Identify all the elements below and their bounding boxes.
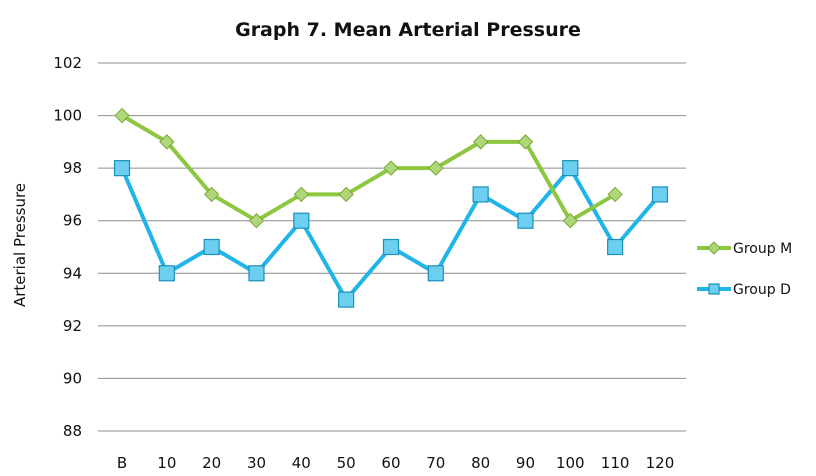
x-tick-label: 70: [426, 454, 445, 472]
data-point: [607, 238, 624, 256]
legend-item: Group M: [697, 241, 792, 257]
y-tick-label: 102: [53, 54, 82, 72]
x-tick-label: 50: [337, 454, 356, 472]
data-point: [113, 160, 131, 177]
x-tick-label: 110: [601, 454, 630, 472]
x-tick-label: 60: [381, 454, 400, 472]
data-point: [293, 212, 310, 229]
x-tick-label: 90: [516, 454, 535, 472]
data-point: [607, 186, 623, 203]
legend-item: Group D: [697, 282, 791, 298]
data-point: [562, 160, 579, 177]
x-tick-label: 100: [556, 454, 585, 472]
series-line: [120, 113, 618, 223]
data-point: [114, 107, 130, 124]
data-point: [203, 186, 220, 203]
x-tick-label: B: [117, 454, 127, 472]
y-tick-label: 96: [63, 212, 82, 230]
data-point: [517, 212, 534, 229]
legend-marker: [708, 283, 720, 295]
legend-marker: [707, 241, 721, 255]
x-tick-label: 20: [202, 454, 221, 472]
data-point: [382, 238, 400, 256]
series-line: [120, 166, 662, 302]
y-tick-label: 94: [63, 264, 82, 282]
legend-label: Group M: [733, 241, 792, 257]
x-axis-ticks: B 10 20 30 40 50 60 70 80 90 100 110 120: [117, 454, 674, 472]
series-layer: [113, 107, 669, 308]
x-tick-label: 120: [646, 454, 675, 472]
data-point: [158, 265, 175, 282]
x-tick-label: 40: [292, 454, 311, 472]
legend-label: Group D: [733, 282, 791, 298]
data-point: [338, 291, 355, 308]
chart-title: Graph 7. Mean Arterial Pressure: [235, 19, 581, 41]
data-point: [293, 186, 310, 203]
x-tick-label: 80: [471, 454, 490, 472]
y-tick-label: 92: [63, 317, 82, 335]
data-point: [562, 213, 579, 229]
data-point: [338, 186, 354, 203]
data-point: [472, 186, 489, 203]
data-point: [203, 238, 220, 256]
data-point: [248, 265, 265, 282]
data-point: [428, 160, 444, 176]
y-axis-ticks: 88 90 92 94 96 98 100 102: [53, 54, 82, 440]
series-1: [113, 160, 669, 308]
data-point: [427, 265, 444, 282]
data-point: [472, 134, 489, 150]
series-0: [114, 107, 623, 229]
legend: Group M Group D: [697, 241, 792, 298]
data-point: [248, 213, 265, 229]
y-tick-label: 90: [63, 369, 82, 387]
data-point: [517, 134, 534, 150]
y-tick-label: 88: [63, 422, 82, 440]
data-point: [651, 186, 669, 203]
y-tick-label: 98: [63, 159, 82, 177]
y-axis-label: Arterial Pressure: [11, 183, 29, 307]
data-point: [383, 160, 399, 176]
y-tick-label: 100: [53, 107, 82, 125]
x-tick-label: 30: [247, 454, 266, 472]
data-point: [159, 134, 175, 150]
x-tick-label: 10: [157, 454, 176, 472]
